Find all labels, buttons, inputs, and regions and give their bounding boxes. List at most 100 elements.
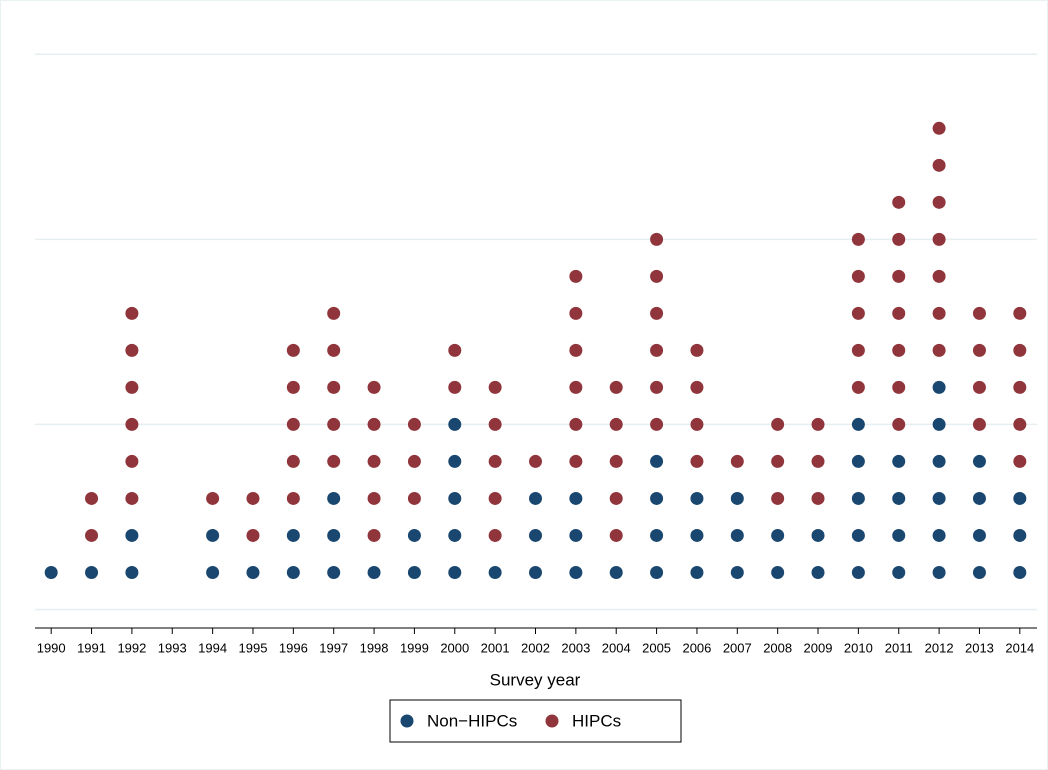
dot [650, 417, 664, 431]
dot [569, 380, 583, 394]
dot [730, 454, 744, 468]
x-tick-label: 2013 [965, 640, 994, 655]
legend-label: Non−HIPCs [427, 711, 517, 730]
dot-stack [286, 528, 300, 579]
dot [932, 454, 946, 468]
dot [407, 565, 421, 579]
dot [367, 491, 381, 505]
x-tick-label: 1997 [319, 640, 348, 655]
dot [327, 528, 341, 542]
dot [932, 343, 946, 357]
dot [650, 343, 664, 357]
dot [125, 343, 139, 357]
dot [650, 491, 664, 505]
dot [650, 528, 664, 542]
legend-marker [545, 714, 559, 728]
dot [448, 565, 462, 579]
dot [932, 491, 946, 505]
dot [851, 306, 865, 320]
dot-stack [529, 454, 542, 468]
dot [932, 232, 946, 246]
dot [609, 528, 623, 542]
dot [650, 306, 664, 320]
dot [569, 306, 583, 320]
dot [286, 343, 300, 357]
dot [892, 195, 906, 209]
dot [407, 528, 421, 542]
dot-stack [367, 565, 381, 579]
dot [286, 380, 300, 394]
legend-box [389, 699, 682, 743]
dot [125, 565, 139, 579]
dot [932, 417, 946, 431]
dot [367, 380, 381, 394]
dot [690, 417, 704, 431]
dot [569, 417, 583, 431]
dot [327, 491, 341, 505]
x-tick-label: 1990 [37, 640, 66, 655]
dot [771, 528, 785, 542]
dot-stack [286, 343, 300, 505]
dot [125, 380, 139, 394]
dot-stack [488, 565, 502, 579]
dot [851, 232, 865, 246]
dot [851, 343, 865, 357]
dot [932, 158, 946, 172]
dot-stack [488, 380, 502, 542]
dot [367, 565, 381, 579]
dot [569, 565, 583, 579]
dot-stack [730, 454, 744, 468]
dot [448, 454, 462, 468]
dot [327, 306, 341, 320]
dot-stack [125, 528, 139, 579]
dot [246, 491, 260, 505]
dot-stack [407, 528, 421, 579]
dot-stack [892, 195, 906, 431]
dot-stack [811, 528, 825, 579]
dot [125, 528, 139, 542]
dot [488, 454, 502, 468]
x-tick-label: 2007 [723, 640, 752, 655]
dot [1013, 417, 1027, 431]
dot-stack [650, 232, 664, 431]
dot [690, 528, 704, 542]
x-tick-label: 2014 [1005, 640, 1034, 655]
dot [488, 380, 502, 394]
dot [488, 528, 502, 542]
dot [327, 454, 341, 468]
dot [367, 528, 381, 542]
dot [811, 454, 825, 468]
dot-stack [327, 491, 341, 579]
dot [811, 417, 825, 431]
dot [932, 269, 946, 283]
dot [327, 565, 341, 579]
dot [650, 454, 664, 468]
dot-stack [85, 565, 99, 579]
dot [811, 528, 825, 542]
dot [972, 491, 986, 505]
dot [690, 565, 704, 579]
dot [488, 417, 502, 431]
dot [327, 343, 341, 357]
dot [85, 491, 99, 505]
dot [246, 528, 260, 542]
dot [407, 417, 421, 431]
dot [286, 417, 300, 431]
dot [972, 343, 986, 357]
dot [1013, 380, 1027, 394]
dot [569, 528, 583, 542]
dot [972, 565, 986, 579]
dot [730, 491, 744, 505]
dot [892, 306, 906, 320]
dot [44, 565, 58, 579]
x-tick-label: 1999 [400, 640, 429, 655]
dot [569, 269, 583, 283]
dot-stack [972, 454, 986, 579]
x-tick-label: 2009 [804, 640, 833, 655]
dot-stack [367, 380, 381, 542]
dot [972, 306, 986, 320]
dot [448, 343, 462, 357]
